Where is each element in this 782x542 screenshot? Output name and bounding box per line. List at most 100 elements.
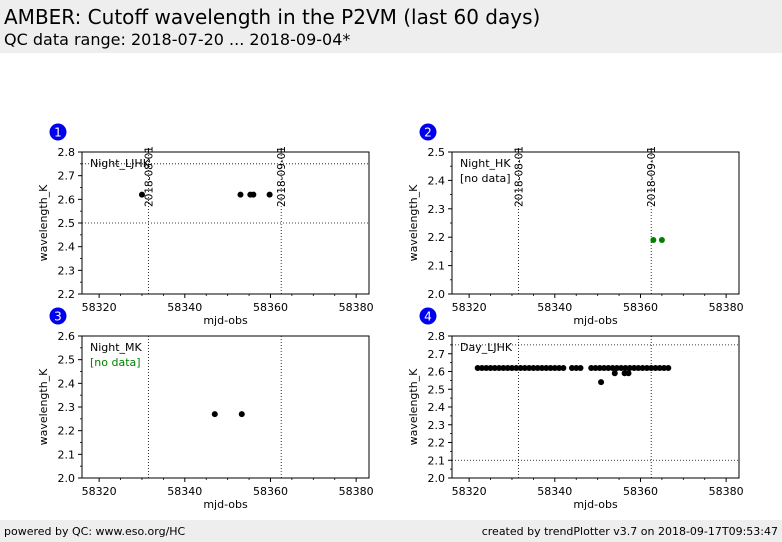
data-point [543, 364, 550, 371]
panel-badge-number: 3 [54, 310, 62, 324]
x-tick-label: 58360 [623, 301, 658, 314]
footer-created-by: created by trendPlotter v3.7 on 2018-09-… [481, 525, 778, 538]
data-point [625, 370, 632, 377]
data-point [560, 364, 567, 371]
y-tick-label: 2.6 [58, 330, 76, 343]
y-tick-label: 2.3 [428, 203, 446, 216]
data-point [478, 364, 485, 371]
data-point [530, 364, 537, 371]
data-point [665, 364, 672, 371]
data-point [487, 364, 494, 371]
data-point [211, 411, 218, 418]
data-point [504, 364, 511, 371]
x-tick-label: 58360 [253, 301, 288, 314]
data-point [521, 364, 528, 371]
y-tick-label: 2.3 [428, 419, 446, 432]
y-tick-label: 2.1 [428, 454, 446, 467]
data-point [551, 364, 558, 371]
y-axis-label: wavelength_K [37, 184, 50, 262]
no-data-note: [no data] [90, 356, 141, 369]
data-point [474, 364, 481, 371]
y-tick-label: 2.6 [428, 366, 446, 379]
page-subtitle: QC data range: 2018-07-20 ... 2018-09-04… [4, 30, 351, 49]
no-data-note: [no data] [460, 172, 511, 185]
x-tick-label: 58380 [339, 485, 374, 498]
footer-powered-by: powered by QC: www.eso.org/HC [4, 525, 186, 538]
x-axis-label: mjd-obs [203, 314, 248, 327]
data-point [568, 364, 575, 371]
data-point [611, 370, 618, 377]
y-tick-label: 2.5 [428, 383, 446, 396]
y-axis-label: wavelength_K [407, 184, 420, 262]
y-tick-label: 2.8 [428, 330, 446, 343]
data-point [592, 364, 599, 371]
y-tick-label: 2.8 [58, 146, 76, 159]
x-tick-label: 58340 [537, 485, 572, 498]
panel-badge-number: 1 [54, 126, 62, 140]
date-marker-label: 2018-08-01 [513, 146, 525, 207]
data-point [626, 364, 633, 371]
date-marker-label: 2018-08-01 [143, 146, 155, 207]
data-point [483, 364, 490, 371]
data-point [658, 237, 665, 244]
data-point [588, 364, 595, 371]
series-label: Day_LJHK [460, 341, 513, 354]
panel-badge [49, 307, 67, 325]
series-label: Night_HK [460, 157, 511, 170]
panel-badge [49, 123, 67, 141]
y-axis-label: wavelength_K [37, 368, 50, 446]
data-point [618, 364, 625, 371]
data-point [598, 379, 605, 386]
data-point [643, 364, 650, 371]
y-tick-label: 2.0 [428, 288, 446, 301]
data-point [517, 364, 524, 371]
data-point [496, 364, 503, 371]
data-point [250, 191, 257, 198]
x-tick-label: 58380 [709, 485, 744, 498]
date-marker-label: 2018-09-01 [276, 146, 288, 207]
series-label: Night_LJHK [90, 157, 151, 170]
y-tick-label: 2.0 [428, 472, 446, 485]
data-point [138, 191, 145, 198]
data-point [635, 364, 642, 371]
y-tick-label: 2.1 [58, 448, 76, 461]
data-point [656, 364, 663, 371]
y-axis-label: wavelength_K [407, 368, 420, 446]
data-point [631, 364, 638, 371]
data-point [508, 364, 515, 371]
data-point [648, 364, 655, 371]
x-axis-label: mjd-obs [573, 498, 618, 511]
page-title: AMBER: Cutoff wavelength in the P2VM (la… [4, 5, 541, 29]
y-tick-label: 2.2 [58, 425, 76, 438]
panel-badge-number: 4 [424, 310, 432, 324]
x-tick-label: 58320 [82, 485, 117, 498]
plot-frame [451, 335, 740, 479]
x-tick-label: 58340 [537, 301, 572, 314]
data-point [534, 364, 541, 371]
data-point [266, 191, 273, 198]
y-tick-label: 2.3 [58, 264, 76, 277]
panel-3: 58320 58340 58360 58380 2.0 2.1 2.2 2.3 2.4 2.5 2.… [37, 307, 374, 511]
panel-2: 2018-08-01 2018-09-01 58320 58340 58360 58380… [407, 123, 744, 327]
data-point [238, 411, 245, 418]
y-tick-label: 2.0 [58, 472, 76, 485]
x-tick-label: 58360 [253, 485, 288, 498]
page-footer: powered by QC: www.eso.org/HC created by… [0, 520, 782, 542]
y-tick-label: 2.5 [58, 217, 76, 230]
data-point [622, 364, 629, 371]
data-point [526, 364, 533, 371]
data-point [639, 364, 646, 371]
data-point [652, 364, 659, 371]
series-label: Night_MK [90, 341, 143, 354]
data-point [547, 364, 554, 371]
x-tick-label: 58320 [452, 301, 487, 314]
data-point [601, 364, 608, 371]
x-tick-label: 58340 [167, 301, 202, 314]
data-point [613, 364, 620, 371]
page-header: AMBER: Cutoff wavelength in the P2VM (la… [0, 0, 782, 53]
y-tick-label: 2.4 [428, 174, 446, 187]
x-tick-label: 58380 [339, 301, 374, 314]
y-tick-label: 2.4 [428, 401, 446, 414]
y-tick-label: 2.2 [428, 437, 446, 450]
